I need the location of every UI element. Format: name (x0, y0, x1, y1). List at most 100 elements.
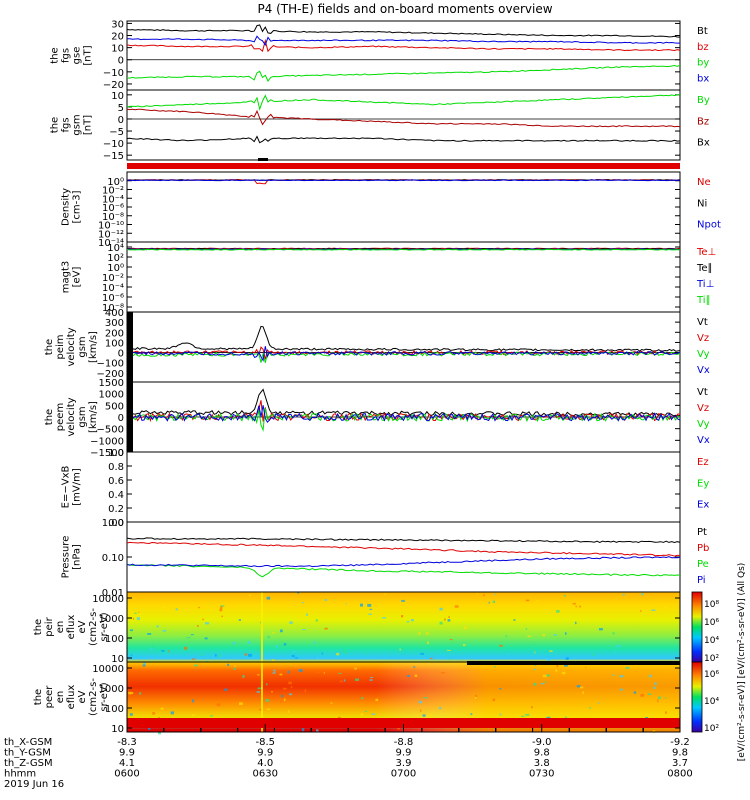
y-axis-label: [nPa] (72, 544, 83, 570)
y-axis-label: the (33, 619, 44, 635)
spectrogram-speckle (446, 649, 451, 651)
y-tick-label: 0.2 (108, 504, 124, 515)
series-line-Pb (126, 541, 680, 557)
spectrogram-speckle (323, 672, 325, 674)
y-axis-label: (cm2-s- (88, 608, 99, 646)
y-axis-label-group: Density [cm-3] (61, 188, 83, 226)
spectrogram-speckle (321, 652, 324, 655)
spectrogram-speckle (205, 622, 210, 625)
spectrogram-speckle (306, 613, 308, 616)
spectrogram-speckle (575, 605, 577, 608)
spectrogram-speckle (555, 669, 558, 672)
spectrogram-speckle (158, 731, 161, 735)
y-tick-label: 10⁻² (102, 273, 124, 284)
colorbar-tick-label: 10² (704, 654, 719, 664)
spectrogram-speckle (451, 715, 453, 718)
spectrogram-speckle (619, 688, 623, 691)
y-tick-label: 0.4 (108, 490, 124, 501)
spectrogram-speckle (563, 663, 568, 667)
spectrogram-speckle (364, 710, 368, 713)
spectrogram-speckle (633, 691, 637, 694)
y-axis-label: [mV/m] (72, 468, 83, 506)
x-tick-label-x: -8.5 (255, 737, 275, 748)
panel-frame (126, 89, 681, 161)
spectrogram-speckle (360, 713, 364, 717)
spectrogram-speckle (288, 693, 293, 696)
low-energy-band (127, 718, 680, 728)
spectrogram-speckle (410, 619, 414, 622)
y-tick-label: 0 (118, 413, 124, 424)
spectrogram-speckle (622, 593, 625, 596)
spectrogram-speckle (488, 601, 490, 604)
series-line-Vx (126, 405, 681, 424)
colorbar-tick-label: 10² (704, 724, 719, 734)
y-tick-label: 10 (111, 44, 124, 55)
legend-Bx: Bx (697, 138, 710, 149)
series-line-Ti∥ (126, 248, 681, 251)
spectrogram-speckle (190, 634, 194, 636)
spectrogram-speckle (345, 603, 347, 605)
legend-Vy: Vy (697, 419, 710, 430)
spectrogram-speckle (290, 686, 293, 688)
y-axis-label: gsm (77, 406, 88, 427)
spectrogram-speckle (527, 635, 532, 638)
colorbar-gradient (691, 661, 703, 733)
y-tick-label: 10⁻¹² (98, 229, 124, 240)
spectrogram-speckle (641, 593, 644, 596)
legend-Ne: Ne (697, 177, 711, 188)
y-axis-label-group: magt3 [eV] (61, 261, 83, 294)
spectrogram-speckle (563, 594, 566, 597)
series-line-Pe (127, 564, 681, 578)
y-tick-label: 10 (111, 724, 124, 735)
y-tick-label: 5 (118, 103, 124, 114)
spectrogram-speckle (247, 653, 252, 657)
y-tick-label: 200 (105, 328, 124, 339)
y-axis-label: sr-eV) (99, 682, 110, 711)
colorbar-label: [eV/(cm²-s-sr-eV)] [eV/(cm²-s-sr-eV)] (A… (737, 563, 747, 762)
y-tick-label: 1.00 (102, 518, 124, 529)
y-tick-label: 1500 (99, 378, 124, 389)
spectrogram-speckle (665, 696, 667, 699)
legend-Pi: Pi (697, 575, 706, 586)
spectrogram-speckle (288, 710, 290, 713)
y-axis-label-group: the peim velocity gsm [km/s] (44, 327, 99, 366)
spectrogram-speckle (592, 653, 595, 657)
spectrogram-speckle (654, 682, 657, 685)
series-line-Bt (126, 24, 681, 38)
legend-Bt: Bt (697, 26, 708, 37)
spectrogram-speckle (375, 698, 379, 702)
spectrogram-speckle (260, 621, 262, 624)
spectrogram-speckle (242, 675, 245, 678)
y-tick-label: −20 (103, 80, 124, 91)
legend-Pt: Pt (697, 527, 707, 538)
y-tick-label: 1000 (99, 390, 124, 401)
quality-flag-mark (258, 158, 268, 161)
spectrogram-speckle (138, 611, 140, 613)
spectrogram-speckle (422, 714, 426, 717)
y-axis-label: the (50, 47, 61, 63)
spectrogram-speckle (316, 657, 319, 660)
spectrogram-speckle (158, 716, 160, 719)
y-tick-label: 0.8 (108, 462, 124, 473)
x-row-label: th_Z-GSM (4, 758, 53, 769)
y-tick-label: 10⁻⁸ (102, 212, 124, 223)
spectrogram-speckle (647, 693, 652, 696)
spectrogram-speckle (575, 621, 577, 625)
spectrogram-speckle (355, 678, 360, 681)
spectrogram-speckle (532, 644, 535, 646)
spectrogram-speckle (202, 618, 204, 621)
spectrogram-speckle (289, 621, 293, 624)
data-gap-left (127, 312, 133, 382)
colorbar-gradient (691, 591, 703, 663)
x-tick-label-x: -9.2 (670, 737, 690, 748)
spectrogram-speckle (324, 599, 328, 601)
series-line-Pi (126, 556, 681, 568)
y-tick-label: 10⁻⁴ (102, 283, 124, 294)
legend-Bz: Bz (697, 116, 709, 127)
spectrogram-speckle (645, 716, 649, 719)
spectrogram-speckle (444, 618, 446, 621)
spectrogram-speckle (142, 664, 146, 667)
spectrogram-speckle (420, 709, 422, 713)
spectrogram-speckle (430, 714, 433, 717)
spectrogram-speckle (197, 607, 200, 609)
